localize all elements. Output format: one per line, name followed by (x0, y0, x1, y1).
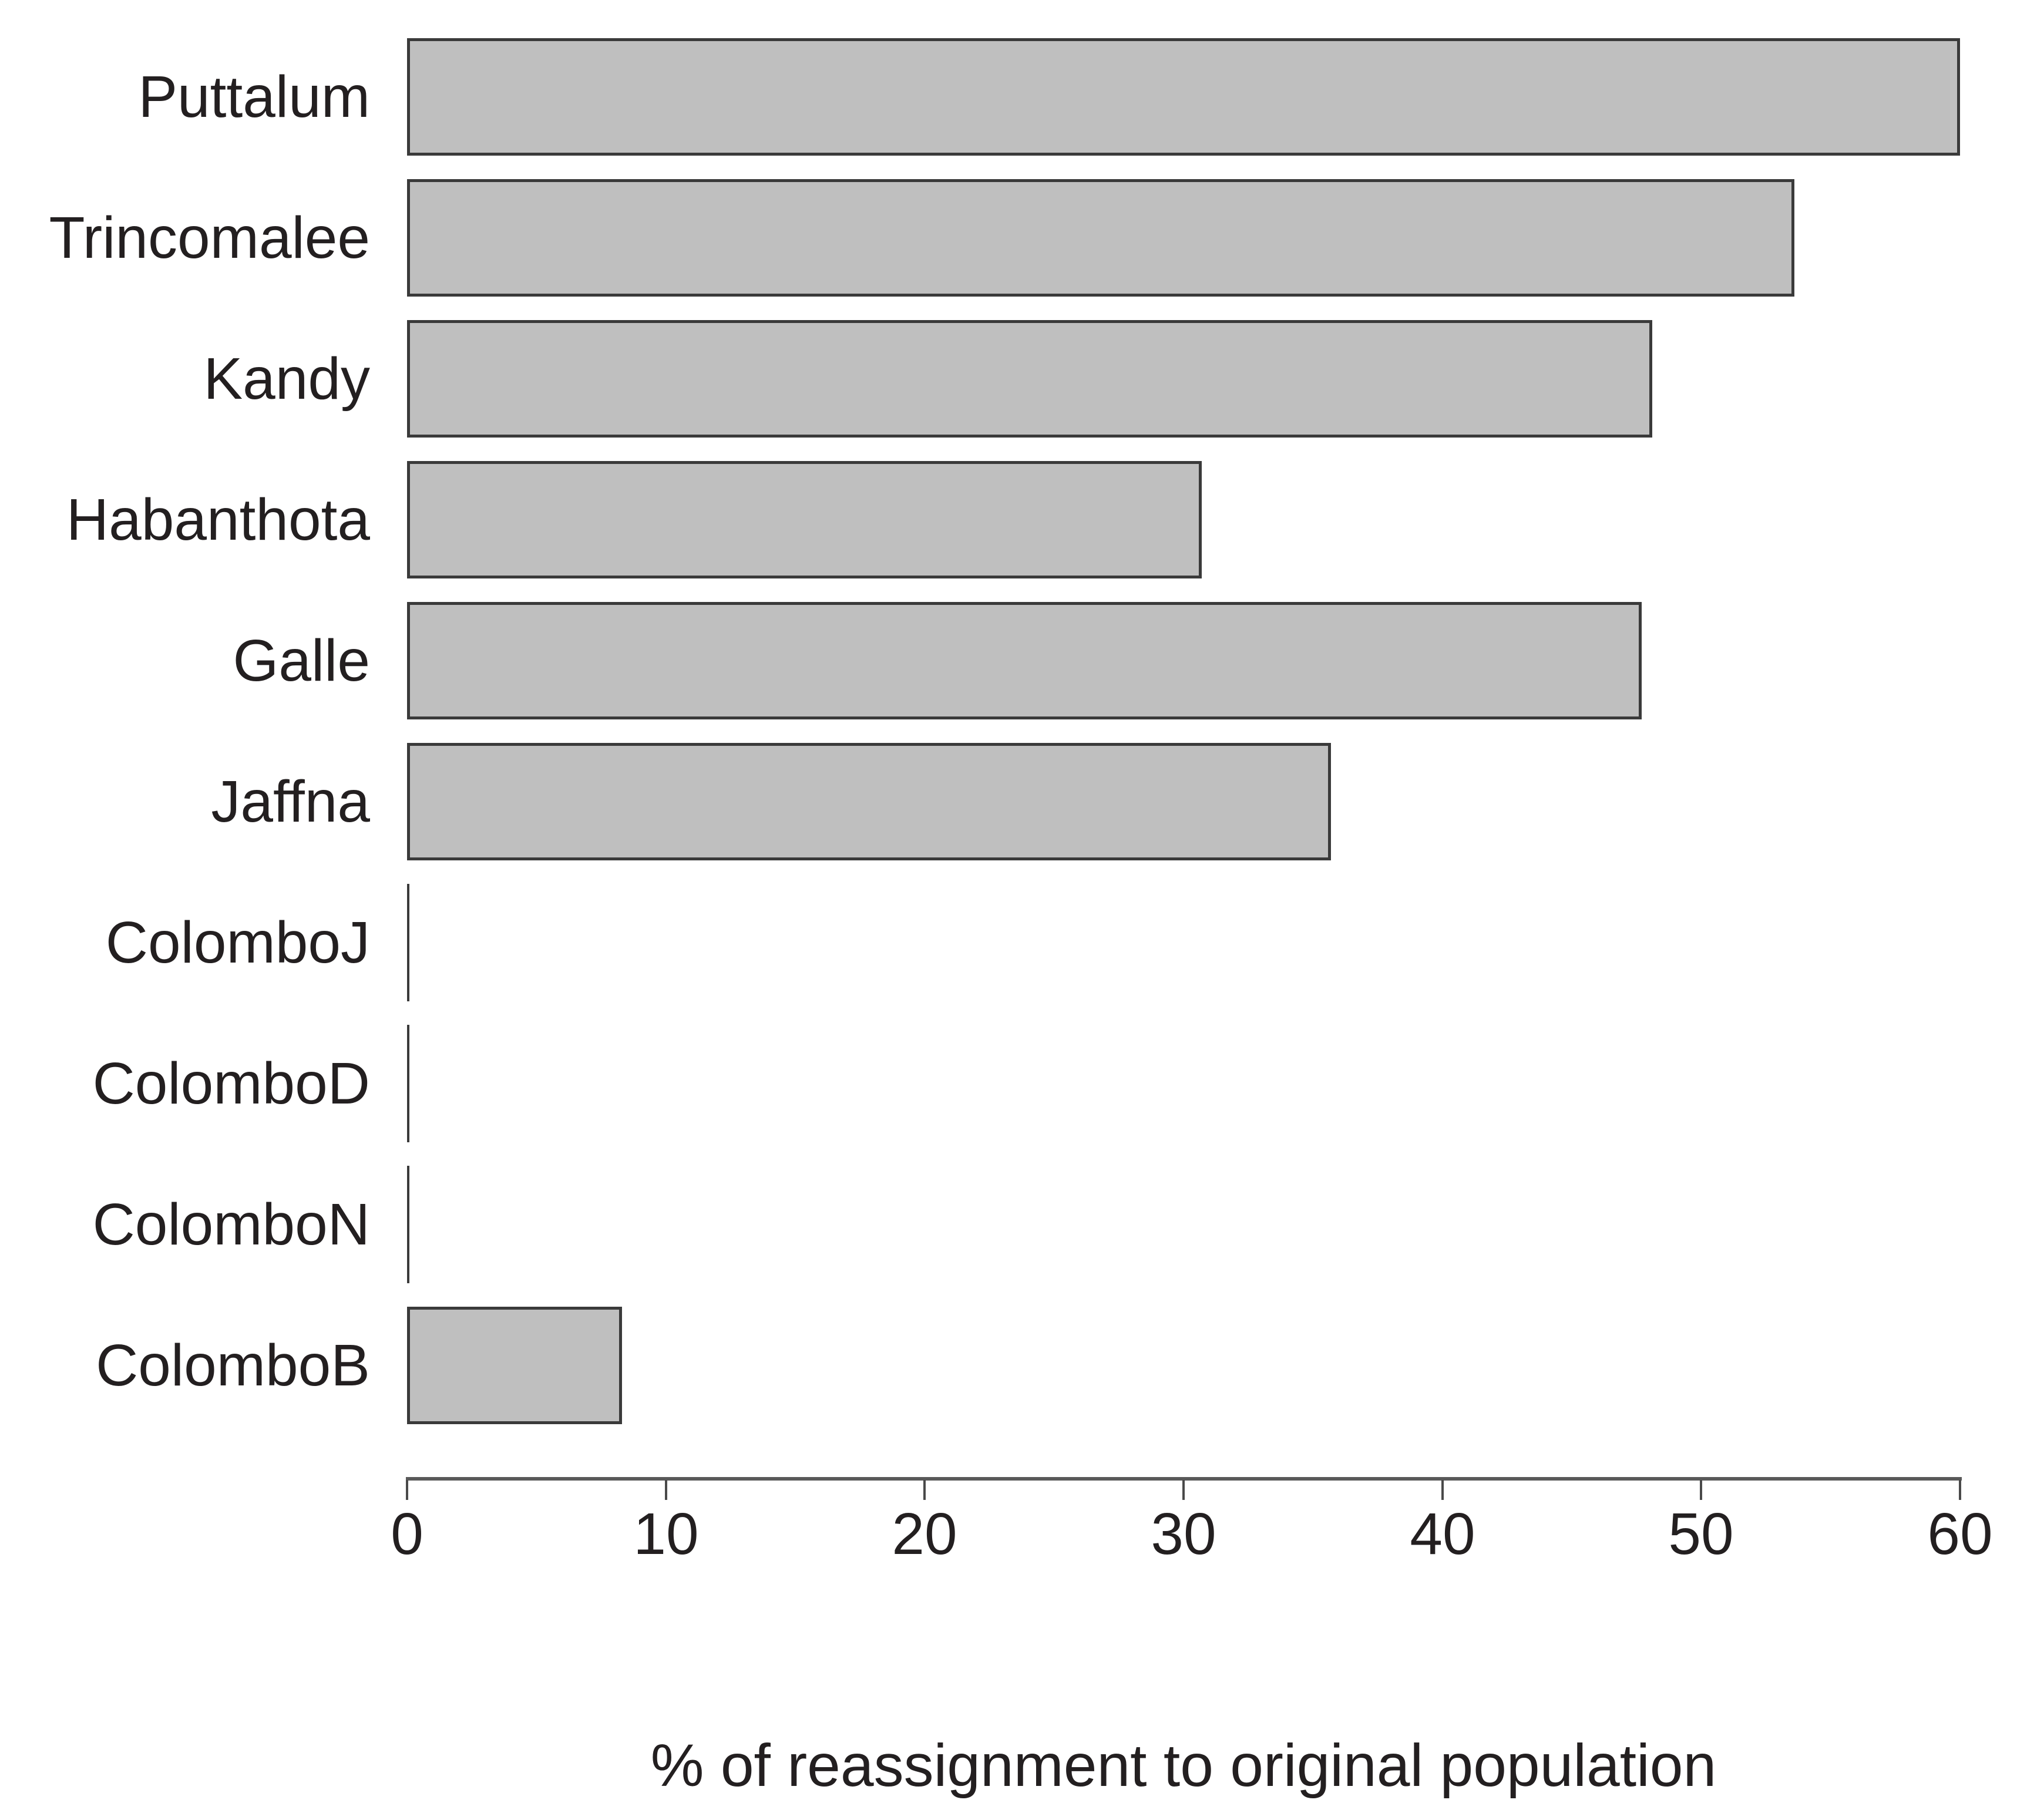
category-label-colomboj: ColomboJ (105, 910, 370, 975)
category-label-galle: Galle (233, 628, 370, 694)
category-label-habanthota: Habanthota (66, 487, 370, 553)
bar-trincomalee (407, 179, 1794, 297)
x-axis-tick-label-10: 10 (633, 1501, 699, 1567)
bar-colombon (407, 1166, 409, 1283)
x-axis-title: % of reassignment to original population (650, 1732, 1717, 1799)
category-label-colombon: ColomboN (92, 1192, 370, 1257)
bar-puttalum (407, 38, 1960, 156)
category-label-kandy: Kandy (203, 346, 370, 412)
x-axis-tick-30 (1182, 1480, 1185, 1500)
x-axis-tick-20 (923, 1480, 926, 1500)
x-axis-tick-10 (665, 1480, 667, 1500)
x-axis-tick-label-30: 30 (1151, 1501, 1216, 1567)
x-axis-tick-label-40: 40 (1410, 1501, 1475, 1567)
bar-galle (407, 602, 1642, 719)
category-label-colombod: ColomboD (92, 1051, 370, 1116)
bar-jaffna (407, 743, 1331, 860)
x-axis-tick-40 (1441, 1480, 1444, 1500)
category-label-colombob: ColomboB (96, 1333, 370, 1398)
bar-habanthota (407, 461, 1202, 578)
bar-kandy (407, 320, 1652, 438)
category-label-trincomalee: Trincomalee (49, 205, 370, 271)
x-axis-tick-label-50: 50 (1668, 1501, 1734, 1567)
bar-colomboj (407, 884, 409, 1001)
x-axis-tick-label-0: 0 (391, 1501, 423, 1567)
x-axis-tick-60 (1959, 1480, 1961, 1500)
category-label-puttalum: Puttalum (138, 64, 370, 130)
x-axis-line (406, 1477, 1962, 1481)
x-axis-tick-50 (1700, 1480, 1702, 1500)
category-label-jaffna: Jaffna (211, 769, 370, 835)
bar-colombod (407, 1025, 409, 1142)
x-axis-tick-label-60: 60 (1927, 1501, 1993, 1567)
bar-colombob (407, 1307, 622, 1424)
x-axis-tick-label-20: 20 (892, 1501, 957, 1567)
x-axis-tick-0 (406, 1480, 408, 1500)
